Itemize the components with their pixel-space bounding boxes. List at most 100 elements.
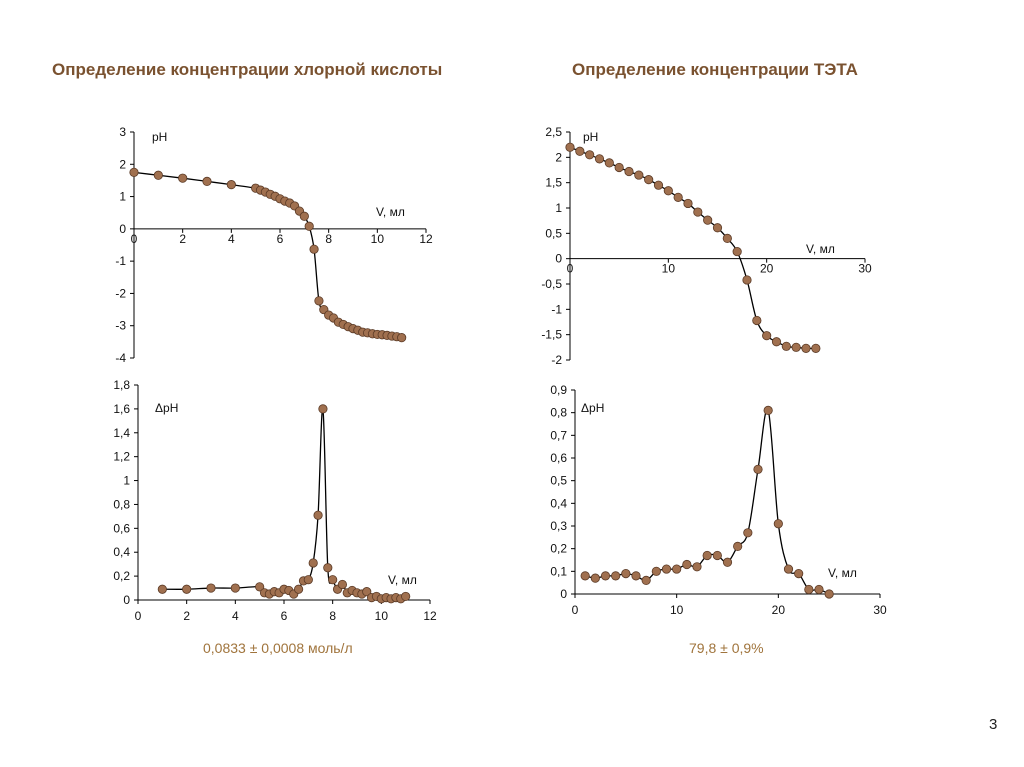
y-tick-label: 0,3: [550, 519, 567, 533]
x-tick-label: 0: [131, 232, 138, 246]
y-tick-label: 0,9: [550, 383, 567, 397]
y-axis-label: ΔpH: [155, 401, 178, 415]
data-point: [318, 404, 328, 414]
x-tick-label: 12: [423, 609, 437, 623]
x-tick-label: 4: [232, 609, 239, 623]
data-point: [304, 221, 314, 231]
data-point: [651, 566, 661, 576]
x-tick-label: 30: [858, 262, 872, 276]
data-point: [202, 176, 212, 186]
y-tick-label: 0,6: [113, 521, 130, 535]
data-point: [611, 571, 621, 581]
data-point: [634, 170, 644, 180]
data-point: [157, 584, 167, 594]
data-point: [600, 571, 611, 581]
data-point: [814, 584, 824, 595]
data-point: [604, 158, 614, 168]
data-point: [313, 510, 323, 520]
x-tick-label: 0: [572, 603, 579, 617]
y-tick-label: 0,7: [550, 428, 567, 442]
data-point: [703, 215, 713, 225]
data-point: [743, 528, 753, 538]
data-point: [712, 223, 723, 233]
data-point: [641, 575, 651, 586]
x-tick-label: 10: [670, 603, 684, 617]
y-tick-label: 1,2: [113, 450, 130, 464]
data-point: [178, 173, 188, 183]
y-tick-label: -1: [551, 302, 562, 316]
data-point: [594, 154, 605, 164]
x-tick-label: 10: [371, 232, 385, 246]
x-tick-label: 2: [183, 609, 190, 623]
data-point: [565, 142, 575, 152]
y-tick-label: -1: [115, 254, 126, 268]
data-point: [182, 584, 192, 594]
x-tick-label: 0: [135, 609, 142, 623]
data-point: [773, 519, 783, 529]
series-line: [585, 408, 830, 595]
y-tick-label: -4: [115, 351, 126, 365]
data-point: [590, 573, 600, 583]
y-axis-label: ΔpH: [581, 401, 604, 415]
x-tick-label: 8: [329, 609, 336, 623]
data-point: [309, 244, 319, 254]
x-axis-label: V, мл: [806, 242, 835, 256]
x-axis-label: V, мл: [388, 573, 417, 587]
data-point: [323, 563, 333, 573]
y-tick-label: 2: [119, 157, 126, 171]
y-tick-label: 0: [123, 593, 130, 607]
y-tick-label: -0,5: [541, 277, 562, 291]
y-tick-label: 2,5: [545, 125, 562, 139]
data-point: [824, 589, 834, 599]
data-point: [226, 180, 236, 190]
data-point: [653, 180, 664, 190]
result-perchloric-acid: 0,0833 ± 0,0008 моль/л: [203, 640, 353, 656]
section-title-teta: Определение концентрации ТЭТА: [572, 60, 858, 79]
data-point: [314, 296, 324, 306]
data-point: [661, 564, 672, 574]
x-tick-label: 12: [419, 232, 433, 246]
y-tick-label: 0,5: [545, 226, 562, 240]
y-tick-label: 1: [555, 201, 562, 215]
data-point: [794, 568, 804, 579]
data-point: [771, 337, 782, 347]
section-title-perchloric-acid: Определение концентрации хлорной кислоты: [52, 60, 443, 79]
data-point: [733, 541, 743, 552]
data-point: [712, 550, 722, 561]
result-teta: 79,8 ± 0,9%: [689, 640, 764, 656]
data-point: [753, 464, 763, 474]
data-point: [742, 275, 752, 285]
data-point: [644, 175, 654, 185]
y-tick-label: 1,8: [113, 378, 130, 392]
data-point: [293, 584, 304, 594]
data-point: [303, 575, 313, 585]
y-tick-label: 3: [119, 125, 126, 139]
data-point: [299, 211, 309, 221]
x-tick-label: 8: [325, 232, 332, 246]
y-tick-label: 0,5: [550, 474, 567, 488]
page-number: 3: [989, 716, 998, 733]
x-tick-label: 4: [228, 232, 235, 246]
data-point: [762, 331, 772, 341]
data-point: [692, 562, 702, 572]
x-tick-label: 30: [873, 603, 887, 617]
data-point: [337, 579, 347, 590]
data-point: [585, 150, 595, 160]
data-point: [722, 557, 733, 567]
data-point: [153, 170, 163, 180]
x-tick-label: 6: [281, 609, 288, 623]
x-tick-label: 6: [277, 232, 284, 246]
data-point: [255, 582, 265, 592]
data-point: [702, 550, 712, 561]
y-tick-label: 0,2: [550, 542, 567, 556]
y-tick-label: 0: [119, 222, 126, 236]
x-tick-label: 20: [772, 603, 786, 617]
data-point: [804, 584, 814, 595]
data-point: [575, 146, 585, 156]
data-point: [791, 342, 801, 352]
y-tick-label: -2: [115, 286, 126, 300]
y-tick-label: 1,6: [113, 402, 130, 416]
data-point: [328, 575, 338, 585]
y-tick-label: 0,4: [550, 496, 567, 510]
